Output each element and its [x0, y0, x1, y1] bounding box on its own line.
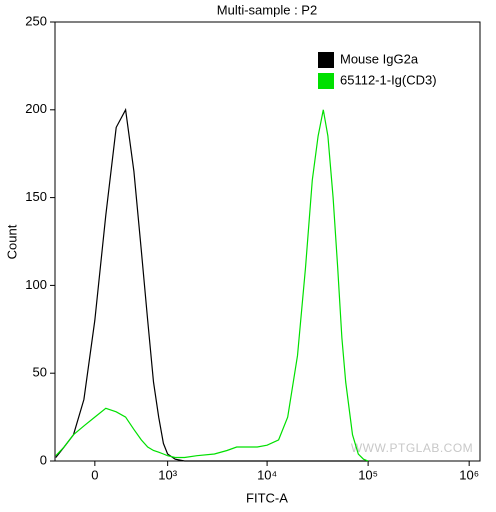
y-tick-label: 250 — [25, 13, 47, 28]
y-tick-label: 100 — [25, 277, 47, 292]
plot-frame — [54, 21, 481, 462]
legend-swatch — [318, 52, 334, 68]
y-tick-label: 150 — [25, 189, 47, 204]
histogram-line — [55, 109, 369, 462]
histogram-line — [55, 107, 369, 462]
x-tick-label: 0 — [91, 467, 98, 482]
watermark: WWW.PTGLAB.COM — [351, 441, 473, 455]
y-tick-label: 50 — [33, 365, 47, 380]
chart-title: Multi-sample : P2 — [217, 2, 317, 17]
y-tick-label: 0 — [40, 452, 47, 467]
legend-swatch — [318, 73, 334, 89]
legend-label: Mouse IgG2a — [340, 51, 419, 66]
legend-label: 65112-1-Ig(CD3) — [340, 72, 437, 87]
x-axis-label: FITC-A — [246, 490, 288, 505]
x-tick-label: 10⁶ — [459, 467, 479, 482]
x-tick-label: 10³ — [158, 467, 177, 482]
y-axis-label: Count — [4, 224, 19, 259]
x-tick-label: 10⁵ — [358, 467, 378, 482]
x-tick-label: 10⁴ — [257, 467, 277, 482]
y-tick-label: 200 — [25, 101, 47, 116]
